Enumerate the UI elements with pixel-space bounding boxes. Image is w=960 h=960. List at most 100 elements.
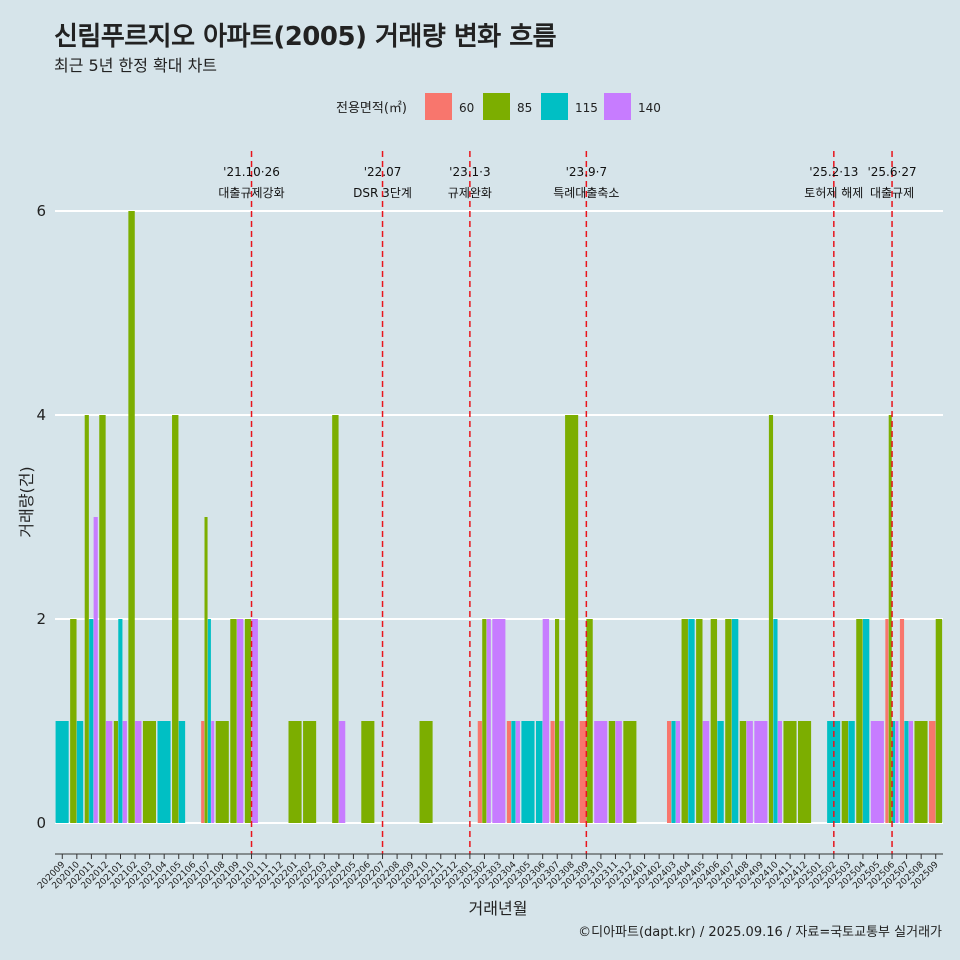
bar-202410-140 — [777, 721, 782, 823]
bar-202108-85 — [215, 721, 229, 823]
bar-202507-115 — [904, 721, 909, 823]
bar-202507-60 — [899, 619, 905, 823]
bar-202307-85 — [554, 619, 560, 823]
bar-202110-140 — [251, 619, 258, 823]
bar-202503-115 — [848, 721, 855, 823]
bar-202302-85 — [482, 619, 487, 823]
bar-202403-115 — [671, 721, 676, 823]
bar-202405-85 — [696, 619, 703, 823]
bar-202210-85 — [419, 721, 433, 823]
bar-202010-115 — [76, 721, 84, 823]
event-date-202207: '22.07 — [364, 165, 402, 179]
legend-label-115: 115 — [575, 101, 598, 115]
source-caption: ©디아파트(dapt.kr) / 2025.09.16 / 자료=국토교통부 실… — [578, 925, 942, 940]
bar-202103-85 — [142, 721, 157, 823]
y-tick-4: 4 — [36, 406, 46, 424]
bar-202010-85 — [70, 619, 77, 823]
legend-swatch-85 — [483, 93, 510, 120]
bar-202107-140 — [211, 721, 215, 823]
bar-202202-85 — [303, 721, 317, 823]
bar-202505-140 — [870, 721, 884, 823]
bar-202104-115 — [157, 721, 171, 823]
y-tick-2: 2 — [36, 610, 46, 628]
bar-202307-60 — [550, 721, 555, 823]
bar-202507-140 — [908, 721, 914, 823]
bar-202109-140 — [236, 619, 244, 823]
bar-202101-115 — [118, 619, 123, 823]
bar-202101-140 — [122, 721, 127, 823]
event-date-202502: '25.2·13 — [809, 165, 858, 179]
chart-title: 신림푸르지오 아파트(2005) 거래량 변화 흐름 — [54, 22, 557, 52]
legend-label-85: 85 — [517, 101, 532, 115]
x-axis-title: 거래년월 — [469, 899, 528, 918]
bar-202403-60 — [666, 721, 672, 823]
bar-202506-140 — [895, 721, 899, 823]
bar-202412-85 — [798, 721, 812, 823]
bar-202107-115 — [207, 619, 211, 823]
bar-202309-60 — [579, 721, 587, 823]
bar-202309-85 — [586, 619, 593, 823]
legend: 전용면적(㎡) 60 85 115 140 — [336, 93, 661, 120]
bar-202102-140 — [135, 721, 142, 823]
bar-202201-85 — [288, 721, 302, 823]
bar-202503-85 — [841, 721, 849, 823]
bar-202303-140 — [492, 619, 506, 823]
bar-202311-85 — [608, 721, 616, 823]
event-label-202309: 특례대출축소 — [553, 186, 619, 200]
event-date-202506: '25.6·27 — [867, 165, 916, 179]
bar-202011-115 — [89, 619, 94, 823]
bar-202408-85 — [739, 721, 747, 823]
bar-202407-85 — [725, 619, 732, 823]
bar-202410-115 — [773, 619, 778, 823]
legend-label-60: 60 — [459, 101, 474, 115]
event-label-202110: 대출규제강화 — [218, 186, 284, 200]
bar-202102-85 — [128, 211, 135, 823]
bar-202107-85 — [204, 517, 208, 823]
bar-202409-140 — [754, 721, 768, 823]
bar-202509-85 — [935, 619, 943, 823]
bar-202403-140 — [675, 721, 681, 823]
legend-title: 전용면적(㎡) — [336, 101, 407, 116]
event-date-202110: '21.10·26 — [223, 165, 280, 179]
bar-202408-140 — [746, 721, 753, 823]
bar-202506-85 — [888, 415, 892, 823]
bar-202110-85 — [244, 619, 252, 823]
bar-202506-60 — [885, 619, 889, 823]
bar-202308-85 — [565, 415, 579, 823]
bar-202312-85 — [623, 721, 637, 823]
legend-label-140: 140 — [638, 101, 661, 115]
bar-202406-115 — [717, 721, 724, 823]
y-tick-6: 6 — [36, 202, 46, 220]
bar-202406-85 — [710, 619, 718, 823]
bar-202204-140 — [338, 721, 346, 823]
bar-202011-85 — [84, 415, 89, 823]
bar-202404-115 — [688, 619, 695, 823]
bar-202305-115 — [521, 721, 535, 823]
bar-202109-85 — [230, 619, 237, 823]
event-label-202506: 대출규제 — [870, 186, 914, 200]
bar-202206-85 — [361, 721, 375, 823]
bar-202304-60 — [506, 721, 512, 823]
chart-subtitle: 최근 5년 한정 확대 차트 — [54, 56, 218, 75]
bar-202101-85 — [113, 721, 118, 823]
event-label-202207: DSR 3단계 — [353, 186, 412, 200]
bar-202012-140 — [105, 721, 113, 823]
bars — [55, 211, 943, 823]
event-date-202309: '23.9·7 — [566, 165, 607, 179]
bar-202012-85 — [99, 415, 106, 823]
bar-202304-140 — [515, 721, 520, 823]
legend-swatch-140 — [604, 93, 631, 120]
bar-202306-140 — [542, 619, 550, 823]
bar-202509-60 — [929, 721, 936, 823]
bar-202105-85 — [172, 415, 179, 823]
bar-202009-115 — [55, 721, 69, 823]
y-tick-0: 0 — [36, 814, 46, 832]
bar-202411-85 — [783, 721, 797, 823]
bar-202504-115 — [862, 619, 870, 823]
event-date-202301: '23.1·3 — [449, 165, 490, 179]
event-label-202301: 규제완화 — [448, 186, 492, 200]
bar-202307-140 — [559, 721, 564, 823]
bar-202404-85 — [681, 619, 688, 823]
event-markers: '21.10·26 대출규제강화 '22.07 DSR 3단계 '23.1·3 규제완화 '… — [218, 151, 917, 854]
